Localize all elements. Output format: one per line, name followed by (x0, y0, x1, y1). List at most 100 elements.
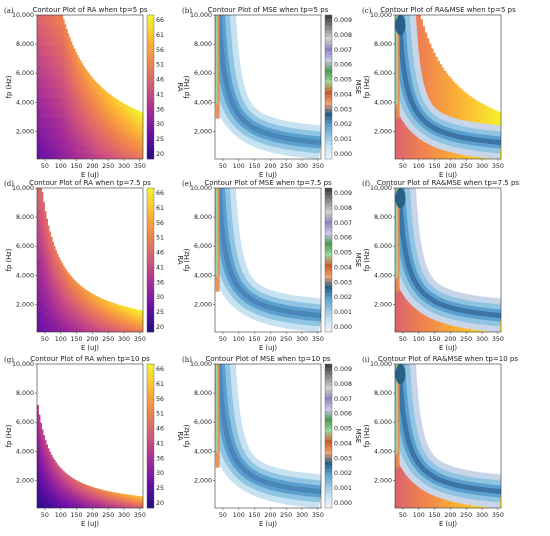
ra-cell (138, 322, 141, 325)
ra-cell (37, 478, 39, 487)
colorbar-swatch (147, 119, 154, 124)
ra-cell (80, 299, 83, 304)
ra-cell (50, 488, 53, 494)
ra-cell (41, 485, 44, 492)
ra-cell (46, 138, 48, 150)
ra-cell (138, 111, 141, 115)
ra-cell (120, 105, 123, 111)
ra-cell (136, 145, 139, 149)
ra-cell (46, 97, 48, 108)
ra-cell (50, 250, 53, 258)
ra-cell (88, 140, 91, 148)
ra-cell (46, 243, 48, 252)
ra-cell (111, 118, 114, 124)
ra-cell (138, 152, 141, 156)
colorbar-swatch (325, 468, 332, 473)
ra-cell (97, 94, 100, 101)
ra-cell (91, 498, 94, 501)
ra-cell (88, 294, 91, 299)
ra-cell (124, 500, 127, 502)
ra-cell (100, 493, 103, 496)
ra-cell (53, 252, 56, 259)
ra-cell (90, 306, 92, 311)
ra-cell (100, 138, 103, 145)
ra-cell (52, 500, 55, 505)
ra-cell (86, 317, 89, 321)
ra-cell (121, 326, 124, 329)
ra-cell (80, 90, 83, 98)
ra-cell (52, 319, 55, 326)
ra-cell (61, 317, 64, 323)
ra-cell (77, 297, 80, 302)
ra-cell (138, 114, 141, 119)
ra-cell (123, 306, 126, 309)
y-axis-label: fp (Hz) (363, 248, 371, 271)
ra-cell (100, 310, 103, 314)
ra-cell (80, 322, 83, 326)
ra-cell (70, 320, 73, 325)
ra-cell (124, 501, 127, 503)
ra-cell (118, 328, 121, 331)
ra-cell (114, 115, 117, 121)
ra-cell (77, 137, 80, 145)
ra-cell (100, 153, 103, 159)
ra-cell (114, 307, 117, 311)
ra-cell (102, 93, 105, 100)
ra-cell (99, 319, 101, 323)
ra-cell (114, 313, 117, 317)
ra-cell (86, 496, 89, 499)
ra-cell (136, 327, 139, 330)
ra-cell (79, 302, 82, 306)
colorbar-swatch (325, 234, 332, 239)
ra-cell (50, 107, 53, 119)
ra-cell (90, 320, 92, 325)
ra-cell (133, 137, 136, 142)
ra-cell (47, 465, 50, 471)
ra-cell (99, 317, 101, 321)
ra-cell (49, 56, 52, 67)
colorbar-tick: 0.004 (334, 91, 352, 98)
x-tick-label: 350 (134, 336, 146, 343)
colorbar-swatch (147, 472, 154, 476)
ra-cell (138, 497, 141, 499)
ra-cell (40, 321, 42, 332)
ra-cell (129, 307, 132, 310)
ra-cell (76, 99, 79, 108)
x-tick-label: 250 (280, 512, 292, 519)
ra-cell (38, 128, 41, 139)
ra-cell (130, 495, 133, 497)
colorbar-swatch (325, 115, 332, 120)
ra-cell (135, 314, 138, 317)
ra-cell (99, 497, 101, 499)
ra-cell (136, 155, 139, 159)
ra-cell (68, 319, 71, 325)
ra-cell (49, 487, 52, 493)
ra-cell (88, 146, 91, 154)
ra-cell (88, 134, 91, 142)
ra-cell (111, 127, 114, 133)
ra-cell (80, 286, 83, 291)
ra-cell (114, 102, 117, 108)
ra-cell (129, 155, 132, 159)
ra-cell (70, 483, 73, 487)
ra-cell (138, 499, 141, 501)
ra-cell (114, 154, 117, 159)
ra-cell (120, 503, 123, 506)
ra-cell (94, 503, 97, 506)
ra-cell (121, 496, 124, 499)
ra-cell (141, 135, 143, 140)
ra-cell (77, 490, 80, 494)
ra-cell (71, 93, 74, 103)
ra-cell (112, 307, 115, 310)
ra-cell (130, 320, 133, 323)
ra-cell (136, 498, 139, 500)
ra-cell (58, 299, 61, 306)
ra-cell (123, 317, 126, 320)
ra-cell (108, 112, 111, 118)
ra-cell (96, 316, 98, 320)
ra-cell (118, 154, 121, 159)
ra-cell (100, 133, 103, 139)
ra-cell (82, 300, 85, 304)
ra-cell (53, 270, 56, 278)
